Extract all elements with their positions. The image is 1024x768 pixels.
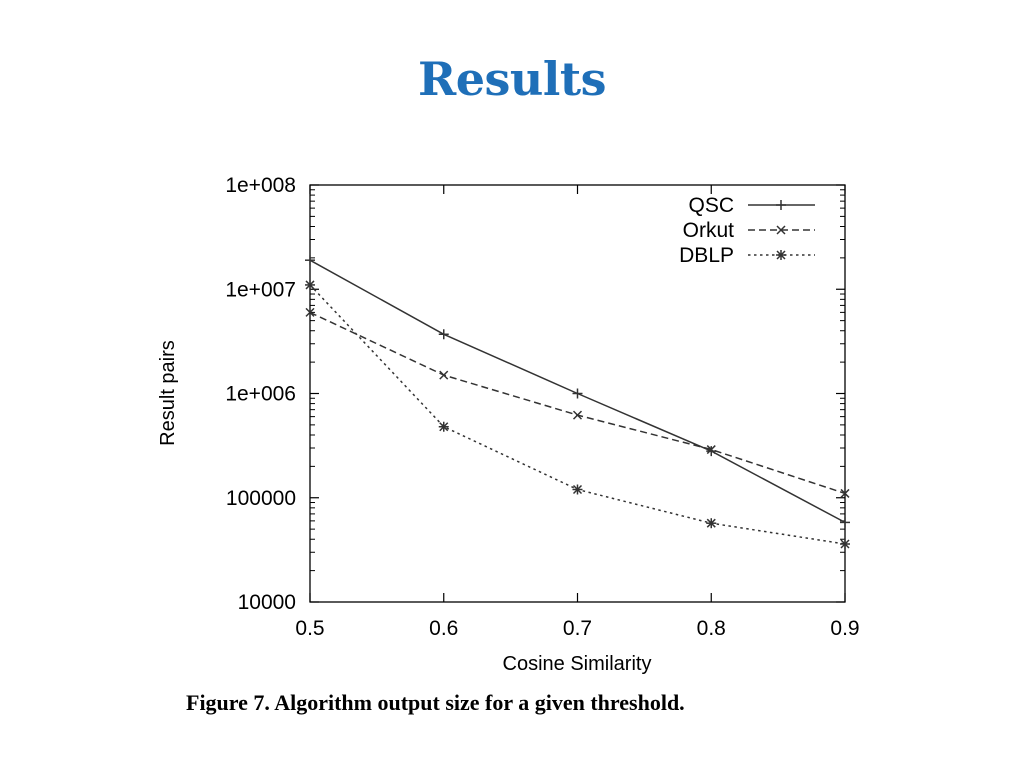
series-markers [305, 255, 850, 550]
data-point-qsc [706, 446, 717, 457]
x-tick-label: 0.9 [830, 617, 859, 640]
marker-stroke [305, 307, 315, 317]
data-point-qsc [840, 517, 850, 528]
legend-label: QSC [688, 194, 734, 217]
x-tick-label: 0.7 [563, 617, 592, 640]
data-point-orkut [439, 370, 449, 380]
legend-marker-dblp [776, 250, 786, 260]
marker-stroke [439, 422, 449, 432]
legend-marker-qsc [776, 200, 786, 210]
data-point-dblp [706, 518, 717, 529]
legend-marker-orkut [776, 225, 786, 235]
y-tick-label: 1e+008 [225, 174, 296, 197]
data-point-orkut [840, 488, 850, 498]
marker-stroke [840, 539, 850, 549]
series-line-orkut [309, 311, 846, 495]
data-point-qsc [572, 388, 583, 399]
data-point-qsc [305, 255, 315, 266]
marker-stroke [706, 518, 716, 528]
marker-stroke [572, 484, 583, 495]
figure-caption: Figure 7. Algorithm output size for a gi… [186, 690, 685, 715]
data-point-orkut [572, 410, 583, 420]
x-axis-label: Cosine Similarity [503, 653, 652, 675]
data-point-dblp [438, 421, 449, 432]
slide-title: Results [418, 52, 606, 106]
y-tick-label: 10000 [238, 591, 296, 614]
marker-stroke [706, 445, 716, 455]
data-point-dblp [840, 539, 850, 550]
data-point-orkut [706, 445, 716, 455]
x-tick-label: 0.8 [697, 617, 726, 640]
marker-stroke [439, 370, 449, 380]
marker-stroke [776, 250, 786, 260]
x-axis-ticks: 0.5 0.6 0.7 0.8 0.9 [295, 185, 860, 640]
y-tick-label: 1e+007 [225, 278, 296, 301]
data-point-qsc [438, 329, 449, 340]
marker-stroke [572, 410, 583, 420]
x-tick-label: 0.5 [295, 617, 324, 640]
y-axis-label: Result pairs [157, 340, 179, 446]
marker-stroke [305, 280, 315, 290]
legend-label: Orkut [683, 219, 735, 242]
data-point-orkut [305, 307, 315, 317]
marker-stroke [776, 225, 786, 235]
y-tick-label: 1e+006 [225, 383, 296, 406]
legend-label: DBLP [679, 244, 734, 267]
marker-stroke [840, 488, 850, 498]
y-tick-label: 100000 [226, 487, 296, 510]
data-point-dblp [305, 279, 315, 290]
data-point-dblp [572, 484, 583, 495]
x-tick-label: 0.6 [429, 617, 458, 640]
y-axis-ticks: 10000 100000 1e+006 1e+007 1e+008 [225, 174, 845, 614]
series-lines [309, 259, 846, 545]
